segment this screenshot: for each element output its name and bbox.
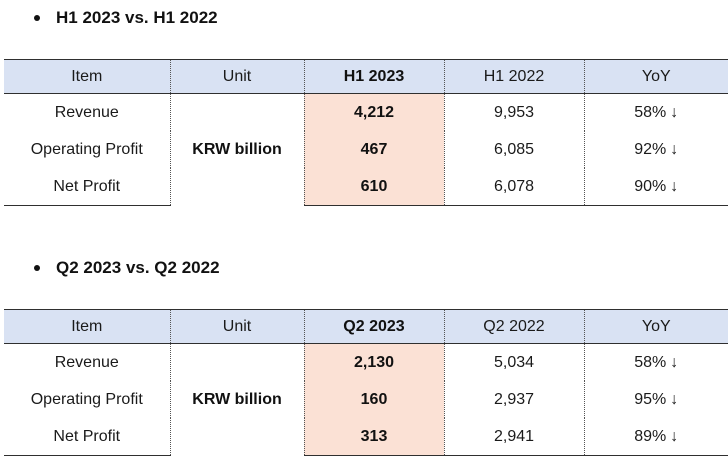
yoy-value: 89% — [634, 427, 667, 445]
down-arrow-icon: ↓ — [670, 353, 679, 371]
table-row: Net Profit 313 2,941 89% ↓ — [4, 418, 728, 456]
financial-table-q2: Item Unit Q2 2023 Q2 2022 YoY Revenue KR… — [4, 309, 728, 456]
bullet-icon — [34, 265, 40, 271]
down-arrow-icon: ↓ — [670, 177, 679, 195]
cell-previous: 9,953 — [443, 93, 584, 131]
cell-item: Operating Profit — [30, 140, 143, 158]
cell-current: 160 — [303, 381, 444, 418]
header-previous-period: H1 2022 — [443, 59, 584, 94]
yoy-value: 90% — [634, 177, 667, 195]
cell-previous: 2,937 — [443, 381, 584, 418]
cell-current: 2,130 — [303, 343, 444, 381]
cell-item: Net Profit — [4, 168, 170, 206]
header-unit: Unit — [169, 59, 304, 94]
cell-yoy: 89% ↓ — [583, 418, 728, 456]
header-item: Item — [4, 59, 170, 94]
cell-item: Revenue — [54, 103, 119, 121]
yoy-value: 95% — [634, 390, 667, 408]
header-current-period: H1 2023 — [303, 59, 444, 94]
table-row: Revenue KRW billion 2,130 5,034 58% ↓ — [4, 343, 728, 456]
yoy-value: 58% — [634, 353, 667, 371]
down-arrow-icon: ↓ — [670, 103, 679, 121]
header-current-period: Q2 2023 — [303, 309, 444, 344]
cell-yoy: 58% ↓ — [583, 93, 728, 131]
table-row: Operating Profit 467 6,085 92% ↓ — [4, 131, 728, 168]
down-arrow-icon: ↓ — [670, 390, 679, 408]
cell-current: 313 — [303, 418, 444, 456]
table-header-row: Item Unit H1 2023 H1 2022 YoY — [4, 59, 728, 94]
header-yoy: YoY — [583, 309, 728, 344]
table-header-row: Item Unit Q2 2023 Q2 2022 YoY — [4, 309, 728, 344]
section-heading-text: Q2 2023 vs. Q2 2022 — [56, 258, 220, 277]
yoy-value: 92% — [634, 140, 667, 158]
cell-previous: 5,034 — [443, 343, 584, 381]
header-unit: Unit — [169, 309, 304, 344]
bullet-icon — [34, 15, 40, 21]
cell-unit: KRW billion — [169, 93, 304, 206]
cell-unit: KRW billion — [169, 343, 304, 456]
header-yoy: YoY — [583, 59, 728, 94]
cell-item: Operating Profit — [30, 390, 143, 408]
yoy-value: 58% — [634, 103, 667, 121]
cell-current: 4,212 — [303, 93, 444, 131]
cell-current: 610 — [303, 168, 444, 206]
section-heading: Q2 2023 vs. Q2 2022 — [34, 256, 220, 280]
cell-item: Revenue — [54, 353, 119, 371]
header-previous-period: Q2 2022 — [443, 309, 584, 344]
cell-previous: 6,078 — [443, 168, 584, 206]
cell-yoy: 90% ↓ — [583, 168, 728, 206]
cell-yoy: 92% ↓ — [583, 131, 728, 168]
cell-previous: 2,941 — [443, 418, 584, 456]
financial-table-h1: Item Unit H1 2023 H1 2022 YoY Revenue KR… — [4, 59, 728, 206]
down-arrow-icon: ↓ — [670, 140, 679, 158]
cell-yoy: 95% ↓ — [583, 381, 728, 418]
section-heading-text: H1 2023 vs. H1 2022 — [56, 8, 218, 27]
down-arrow-icon: ↓ — [670, 427, 679, 445]
cell-item: Net Profit — [4, 418, 170, 456]
header-item: Item — [4, 309, 170, 344]
cell-previous: 6,085 — [443, 131, 584, 168]
table-row: Revenue KRW billion 4,212 9,953 58% ↓ — [4, 93, 728, 206]
cell-current: 467 — [303, 131, 444, 168]
section-heading: H1 2023 vs. H1 2022 — [34, 6, 218, 30]
table-row: Operating Profit 160 2,937 95% ↓ — [4, 381, 728, 418]
cell-yoy: 58% ↓ — [583, 343, 728, 381]
table-row: Net Profit 610 6,078 90% ↓ — [4, 168, 728, 206]
